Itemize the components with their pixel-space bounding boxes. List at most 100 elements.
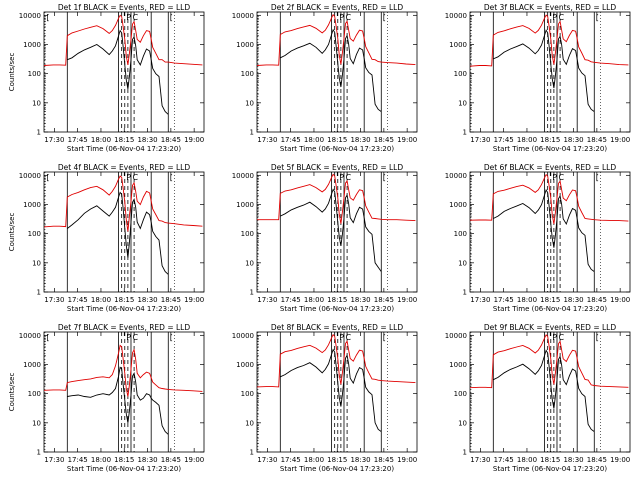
interval-label: P xyxy=(552,333,557,342)
y-tick-label: 10 xyxy=(32,419,41,427)
x-tick-label: 18:45 xyxy=(374,456,394,464)
x-tick-label: 19:00 xyxy=(397,456,417,464)
y-tick-label: 1 xyxy=(250,129,254,137)
x-tick-label: 18:00 xyxy=(517,456,537,464)
x-tick-label: 18:15 xyxy=(327,456,347,464)
chart-panel-9: Det 9f BLACK = Events, RED = LLD 1 10 100 10… xyxy=(445,323,631,473)
x-tick-label: 18:15 xyxy=(114,296,134,304)
y-tick-label: 10000 xyxy=(19,332,41,340)
x-tick-label: 18:45 xyxy=(587,136,607,144)
x-tick-label: 17:30 xyxy=(470,456,490,464)
y-tick-label: 1000 xyxy=(23,41,41,49)
interval-label: P xyxy=(552,13,557,22)
x-tick-label: 18:30 xyxy=(563,136,583,144)
series-line-lld xyxy=(256,333,416,388)
y-tick-label: 1 xyxy=(463,129,467,137)
y-tick-label: 10000 xyxy=(232,12,254,20)
y-tick-label: 100 xyxy=(241,230,254,238)
series-line-lld xyxy=(43,14,203,66)
x-tick-label: 18:45 xyxy=(161,136,181,144)
y-axis-label: Counts/sec xyxy=(8,373,16,412)
x-tick-label: 19:00 xyxy=(184,296,204,304)
interval-label: C xyxy=(558,173,564,182)
x-tick-label: 18:30 xyxy=(137,136,157,144)
y-tick-label: 1 xyxy=(463,449,467,457)
y-tick-label: 10 xyxy=(32,99,41,107)
x-tick-label: 18:30 xyxy=(563,296,583,304)
y-tick-label: 10 xyxy=(458,259,467,267)
interval-label: P xyxy=(126,333,131,342)
y-tick-label: 1000 xyxy=(23,201,41,209)
y-tick-label: 100 xyxy=(28,390,41,398)
x-tick-label: 18:15 xyxy=(114,136,134,144)
x-tick-label: 18:00 xyxy=(304,296,324,304)
y-tick-label: 10 xyxy=(245,419,254,427)
y-tick-label: 100 xyxy=(28,70,41,78)
series-line-events xyxy=(280,28,382,112)
y-tick-label: 10 xyxy=(32,259,41,267)
interval-label: [ xyxy=(170,173,173,182)
y-tick-label: 1000 xyxy=(23,361,41,369)
x-tick-label: 18:15 xyxy=(540,456,560,464)
series-line-lld xyxy=(43,175,203,232)
x-tick-label: 18:15 xyxy=(114,456,134,464)
x-axis-label: Start Time (06-Nov-04 17:23:20) xyxy=(280,305,394,313)
interval-label: P xyxy=(126,13,131,22)
y-tick-label: 1000 xyxy=(449,41,467,49)
x-tick-label: 19:00 xyxy=(397,296,417,304)
chart-panel-4: Det 4f BLACK = Events, RED = LLD 1 10 100 10… xyxy=(8,163,205,313)
interval-label: P xyxy=(339,333,344,342)
x-tick-label: 17:30 xyxy=(44,296,64,304)
x-tick-label: 19:00 xyxy=(397,136,417,144)
chart-title: Det 3f BLACK = Events, RED = LLD xyxy=(484,3,617,12)
x-tick-label: 17:45 xyxy=(494,296,514,304)
interval-label: P xyxy=(339,13,344,22)
y-tick-label: 100 xyxy=(28,230,41,238)
y-tick-label: 10000 xyxy=(445,12,467,20)
chart-panel-7: Det 7f BLACK = Events, RED = LLD 1 10 100 10… xyxy=(8,323,205,473)
x-axis-label: Start Time (06-Nov-04 17:23:20) xyxy=(280,465,394,473)
x-tick-label: 17:45 xyxy=(68,296,88,304)
x-tick-label: 18:30 xyxy=(350,296,370,304)
x-tick-label: 18:15 xyxy=(327,296,347,304)
x-tick-label: 18:30 xyxy=(137,296,157,304)
x-tick-label: 17:30 xyxy=(44,136,64,144)
series-line-lld xyxy=(469,334,629,389)
y-tick-label: 1000 xyxy=(449,361,467,369)
y-tick-label: 10 xyxy=(458,419,467,427)
x-tick-label: 19:00 xyxy=(610,136,630,144)
y-tick-label: 100 xyxy=(241,70,254,78)
x-tick-label: 17:45 xyxy=(68,456,88,464)
x-tick-label: 17:45 xyxy=(281,296,301,304)
interval-label: [ xyxy=(383,173,386,182)
interval-label: C xyxy=(132,173,138,182)
interval-label: C xyxy=(132,13,138,22)
y-tick-label: 10000 xyxy=(19,12,41,20)
series-line-lld xyxy=(469,14,629,67)
y-tick-label: 10 xyxy=(245,259,254,267)
chart-panel-6: Det 6f BLACK = Events, RED = LLD 1 10 100 10… xyxy=(445,163,631,313)
y-tick-label: 1 xyxy=(250,449,254,457)
x-tick-label: 19:00 xyxy=(610,296,630,304)
chart-panel-3: Det 3f BLACK = Events, RED = LLD 1 10 100 10… xyxy=(445,3,631,153)
chart-title: Det 2f BLACK = Events, RED = LLD xyxy=(271,3,404,12)
y-tick-label: 10000 xyxy=(232,172,254,180)
x-tick-label: 18:00 xyxy=(517,296,537,304)
x-tick-label: 18:00 xyxy=(91,136,111,144)
x-tick-label: 18:00 xyxy=(91,456,111,464)
y-axis-label: Counts/sec xyxy=(8,53,16,92)
x-tick-label: 18:15 xyxy=(540,136,560,144)
x-tick-label: 18:30 xyxy=(563,456,583,464)
interval-label: C xyxy=(345,13,351,22)
y-tick-label: 10000 xyxy=(232,332,254,340)
y-tick-label: 100 xyxy=(241,390,254,398)
y-tick-label: 1 xyxy=(37,449,41,457)
y-tick-label: 1 xyxy=(37,289,41,297)
interval-label: [ xyxy=(46,173,49,182)
chart-panel-5: Det 5f BLACK = Events, RED = LLD 1 10 100 10… xyxy=(232,163,418,313)
chart-title: Det 6f BLACK = Events, RED = LLD xyxy=(484,163,617,172)
y-tick-label: 10000 xyxy=(445,332,467,340)
x-tick-label: 18:00 xyxy=(304,456,324,464)
